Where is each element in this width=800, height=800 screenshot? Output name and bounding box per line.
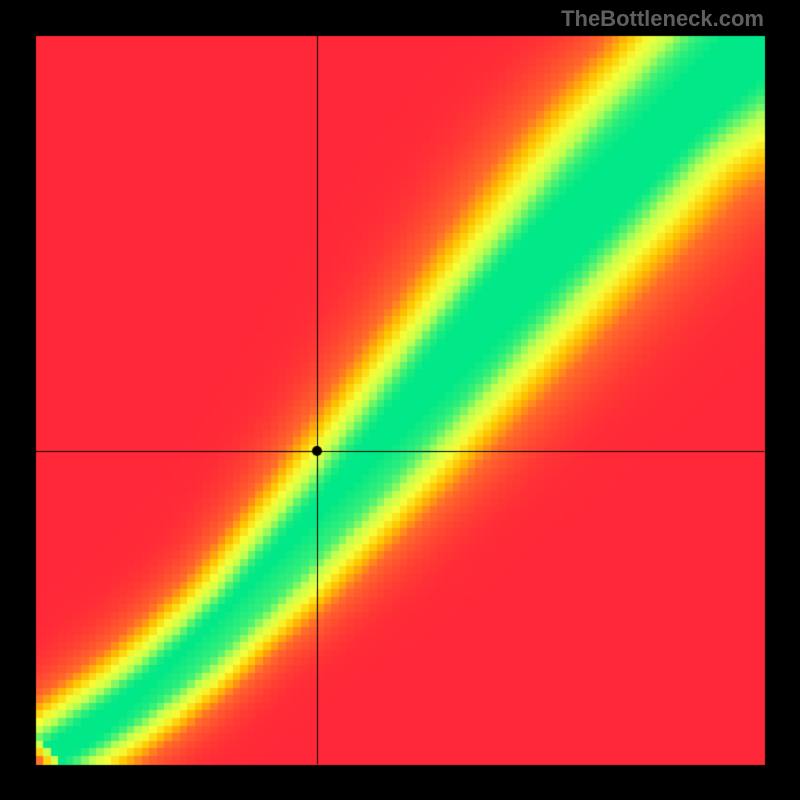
watermark-text: TheBottleneck.com	[561, 6, 764, 32]
bottleneck-heatmap-canvas	[0, 0, 800, 800]
chart-container: TheBottleneck.com	[0, 0, 800, 800]
